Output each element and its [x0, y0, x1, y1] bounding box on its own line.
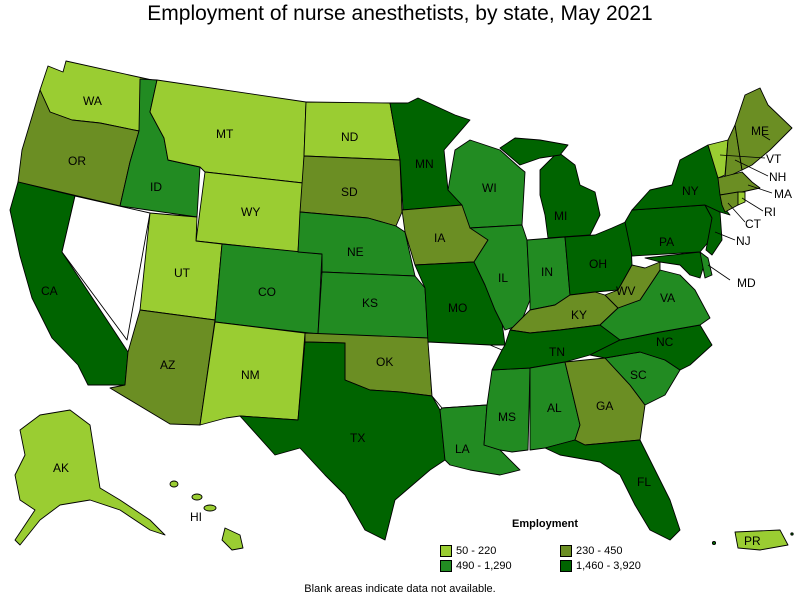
state-hi[interactable] [221, 527, 244, 551]
leader-ct [727, 202, 746, 223]
label-nm: NM [241, 368, 260, 382]
state-me[interactable] [734, 87, 793, 171]
label-ca: CA [41, 284, 58, 298]
label-pa: PA [659, 235, 674, 249]
pr-island-1 [711, 540, 717, 546]
leader-de [707, 264, 731, 281]
leader-nj [714, 231, 736, 241]
state-hi-island-3[interactable] [203, 504, 217, 512]
label-wv: WV [616, 284, 635, 298]
label-va: VA [660, 291, 675, 305]
legend-label-low: 50 - 220 [456, 545, 497, 557]
state-pr[interactable] [734, 529, 789, 551]
legend-label-midhigh: 490 - 1,290 [456, 560, 512, 572]
state-mi[interactable] [539, 151, 601, 239]
label-tx: TX [350, 431, 365, 445]
state-ak[interactable] [14, 409, 166, 546]
label-sc: SC [630, 368, 647, 382]
label-ok: OK [376, 355, 393, 369]
label-oh: OH [589, 257, 607, 271]
label-in: IN [541, 265, 553, 279]
legend: Employment 50 - 220 230 - 450 490 - 1,29… [440, 518, 680, 580]
label-ga: GA [596, 399, 613, 413]
label-hi: HI [190, 510, 202, 524]
label-mi: MI [554, 209, 567, 223]
label-pr: PR [744, 534, 761, 548]
label-mn: MN [415, 157, 434, 171]
label-nd: ND [341, 130, 359, 144]
label-ky: KY [571, 308, 587, 322]
state-mi-upper[interactable] [499, 137, 569, 166]
legend-label-high: 1,460 - 3,920 [576, 560, 641, 572]
label-md: MD [737, 276, 756, 290]
legend-title: Employment [512, 518, 579, 530]
label-il: IL [498, 271, 508, 285]
label-ia: IA [434, 231, 445, 245]
legend-swatch-midhigh [440, 560, 452, 572]
legend-swatch-high [560, 560, 572, 572]
state-ri[interactable] [737, 191, 746, 206]
legend-item-midhigh: 490 - 1,290 [440, 559, 512, 573]
label-mo: MO [448, 301, 467, 315]
label-wa: WA [83, 94, 102, 108]
state-wi[interactable] [447, 139, 526, 229]
label-id: ID [150, 180, 162, 194]
label-wi: WI [482, 181, 497, 195]
legend-label-midlow: 230 - 450 [576, 545, 623, 557]
state-hi-island-2[interactable] [191, 493, 203, 501]
label-nc: NC [656, 335, 674, 349]
label-ut: UT [174, 266, 191, 280]
label-ct: CT [745, 217, 762, 231]
label-me: ME [751, 124, 769, 138]
label-ny: NY [682, 184, 699, 198]
label-ma: MA [774, 187, 792, 201]
label-tn: TN [549, 345, 565, 359]
state-nv[interactable] [61, 195, 151, 341]
label-la: LA [455, 442, 470, 456]
legend-item-high: 1,460 - 3,920 [560, 559, 641, 573]
legend-swatch-midlow [560, 545, 572, 557]
leader-ma [747, 184, 773, 194]
label-ri: RI [764, 205, 776, 219]
leader-nh [734, 159, 769, 177]
label-co: CO [258, 285, 276, 299]
label-al: AL [547, 401, 562, 415]
leader-vt [719, 154, 766, 159]
state-mn[interactable] [389, 97, 471, 211]
label-ms: MS [498, 410, 516, 424]
data-note: Blank areas indicate data not available. [304, 583, 496, 595]
label-vt: VT [766, 152, 782, 166]
legend-item-midlow: 230 - 450 [560, 544, 622, 558]
state-tx[interactable] [239, 341, 446, 541]
label-nh: NH [769, 170, 786, 184]
label-sd: SD [341, 185, 358, 199]
label-mt: MT [216, 127, 234, 141]
label-ak: AK [53, 461, 69, 475]
state-il[interactable] [469, 224, 531, 331]
map-title: Employment of nurse anesthetists, by sta… [147, 2, 653, 25]
label-ne: NE [347, 245, 364, 259]
state-hi-island-1[interactable] [169, 480, 179, 488]
legend-swatch-low [440, 545, 452, 557]
label-wy: WY [241, 205, 260, 219]
pr-island-2 [790, 532, 794, 536]
state-ct[interactable] [719, 191, 739, 213]
state-de[interactable] [699, 251, 713, 279]
label-nj: NJ [736, 234, 751, 248]
label-fl: FL [637, 475, 651, 489]
leader-me [761, 134, 771, 141]
label-az: AZ [160, 358, 175, 372]
state-fl[interactable] [544, 439, 681, 541]
label-ks: KS [362, 296, 378, 310]
leader-ri [741, 197, 764, 212]
label-or: OR [68, 154, 86, 168]
legend-item-low: 50 - 220 [440, 544, 496, 558]
